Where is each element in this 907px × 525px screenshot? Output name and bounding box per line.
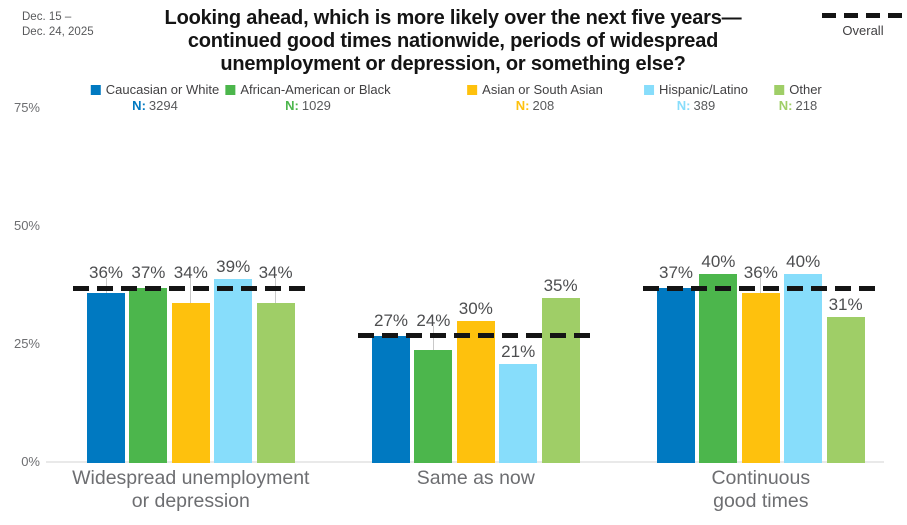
- legend-sample-size: N: 208: [467, 98, 603, 113]
- legend-sample-size: N: 3294: [91, 98, 219, 113]
- label-leader-line: [105, 278, 107, 294]
- bar-hispanic-latino-same-as-now: [499, 363, 538, 463]
- value-label-african-american-or-black-continuous-good-times: 40%: [701, 252, 736, 272]
- overall-legend: Overall: [822, 13, 904, 38]
- legend-name-row: Hispanic/Latino: [644, 82, 748, 97]
- legend-swatch-icon: [774, 85, 785, 95]
- legend-item-asian-or-south-asian: Asian or South Asian N: 208: [467, 82, 603, 113]
- chart-title: Looking ahead, which is more likely over…: [93, 7, 813, 76]
- y-axis-tick-75: 75%: [13, 100, 40, 115]
- value-label-asian-or-south-asian-widespread-unemployment-or-depression: 34%: [173, 263, 208, 283]
- overall-line-continuous-good-times: [643, 285, 879, 291]
- value-label-caucasian-or-white-same-as-now: 27%: [373, 310, 409, 330]
- category-label-line: Same as now: [416, 467, 535, 489]
- overall-legend-label: Overall: [842, 23, 884, 38]
- bar-asian-or-south-asian-same-as-now: [456, 321, 495, 463]
- legend-item-african-american-or-black: African-American or Black N: 1029: [225, 82, 391, 113]
- category-label-continuous-good-times: Continuous good times: [611, 467, 907, 513]
- date-range-line2: Dec. 24, 2025: [22, 26, 94, 38]
- bar-african-american-or-black-continuous-good-times: [699, 274, 738, 463]
- category-label-line: good times: [713, 490, 809, 512]
- legend-swatch-icon: [225, 85, 236, 95]
- legend-name-row: Caucasian or White: [90, 82, 220, 97]
- bar-other-continuous-good-times: [826, 316, 865, 463]
- legend-series-name: African-American or Black: [240, 82, 391, 97]
- legend-series-name: Hispanic/Latino: [659, 82, 748, 97]
- legend-swatch-icon: [467, 85, 478, 95]
- legend-item-hispanic-latino: Hispanic/Latino N: 389: [644, 82, 748, 113]
- legend-series-name: Other: [789, 82, 822, 97]
- n-prefix: N:: [676, 98, 691, 113]
- y-axis-tick-50: 50%: [13, 218, 40, 233]
- bar-caucasian-or-white-widespread-unemployment-or-depression: [87, 293, 125, 463]
- category-label-widespread-unemployment-or-depression: Widespread unemployment or depression: [41, 467, 341, 513]
- legend-series-name: Asian or South Asian: [482, 82, 603, 97]
- label-leader-line: [760, 278, 762, 294]
- bar-hispanic-latino-continuous-good-times: [784, 274, 823, 463]
- legend-name-row: African-American or Black: [225, 82, 391, 97]
- n-value: 208: [532, 98, 555, 113]
- y-axis-tick-25: 25%: [13, 336, 40, 351]
- value-label-african-american-or-black-widespread-unemployment-or-depression: 37%: [131, 263, 166, 283]
- value-label-caucasian-or-white-widespread-unemployment-or-depression: 36%: [88, 263, 124, 283]
- bar-asian-or-south-asian-continuous-good-times: [741, 293, 780, 463]
- value-label-asian-or-south-asian-continuous-good-times: 36%: [743, 263, 778, 283]
- bar-hispanic-latino-widespread-unemployment-or-depression: [214, 278, 253, 463]
- value-label-hispanic-latino-same-as-now: 21%: [501, 341, 536, 361]
- y-axis-tick-0: 0%: [21, 454, 40, 469]
- value-label-other-continuous-good-times: 31%: [828, 294, 863, 314]
- n-prefix: N:: [285, 98, 299, 113]
- bar-african-american-or-black-same-as-now: [414, 349, 453, 463]
- legend-sample-size: N: 218: [774, 98, 822, 113]
- chart-title-line3: unemployment or depression, or something…: [220, 53, 686, 75]
- bar-asian-or-south-asian-widespread-unemployment-or-depression: [171, 302, 210, 463]
- legend-item-caucasian-or-white: Caucasian or White N: 3294: [90, 82, 220, 113]
- bar-caucasian-or-white-same-as-now: [372, 335, 410, 463]
- n-value: 1029: [301, 98, 331, 113]
- bar-african-american-or-black-widespread-unemployment-or-depression: [129, 288, 168, 463]
- n-prefix: N:: [778, 98, 793, 113]
- n-prefix: N:: [515, 98, 530, 113]
- value-label-asian-or-south-asian-same-as-now: 30%: [458, 299, 493, 319]
- value-label-other-widespread-unemployment-or-depression: 34%: [258, 263, 293, 283]
- legend-sample-size: N: 1029: [225, 98, 390, 113]
- legend-name-row: Asian or South Asian: [467, 82, 603, 97]
- value-label-hispanic-latino-widespread-unemployment-or-depression: 39%: [216, 256, 251, 276]
- value-label-other-same-as-now: 35%: [543, 275, 578, 295]
- bar-caucasian-or-white-continuous-good-times: [657, 288, 695, 463]
- date-range: Dec. 15 – Dec. 24, 2025: [22, 10, 94, 40]
- category-label-line: or depression: [131, 490, 250, 512]
- legend-sample-size: N: 389: [644, 98, 748, 113]
- legend-swatch-icon: [90, 85, 101, 95]
- value-label-caucasian-or-white-continuous-good-times: 37%: [658, 263, 694, 283]
- n-value: 3294: [148, 98, 178, 113]
- overall-line-widespread-unemployment-or-depression: [73, 285, 309, 291]
- value-label-hispanic-latino-continuous-good-times: 40%: [786, 252, 821, 272]
- date-range-line1: Dec. 15 –: [22, 11, 72, 23]
- overall-dashed-line-icon: [822, 13, 904, 18]
- n-value: 218: [795, 98, 818, 113]
- value-label-african-american-or-black-same-as-now: 24%: [416, 310, 451, 330]
- chart-title-line2: continued good times nationwide, periods…: [187, 30, 719, 52]
- category-label-line: Widespread unemployment: [72, 467, 310, 489]
- legend-name-row: Other: [774, 82, 822, 97]
- legend-series-name: Caucasian or White: [105, 82, 220, 97]
- chart-title-line1: Looking ahead, which is more likely over…: [164, 7, 742, 29]
- category-label-same-as-now: Same as now: [326, 467, 626, 490]
- overall-line-same-as-now: [358, 333, 594, 339]
- legend-item-other: Other N: 218: [774, 82, 822, 113]
- bar-other-widespread-unemployment-or-depression: [256, 302, 295, 463]
- legend-swatch-icon: [644, 85, 655, 95]
- category-label-line: Continuous: [711, 467, 811, 489]
- bar-other-same-as-now: [541, 297, 580, 463]
- n-prefix: N:: [132, 98, 146, 113]
- n-value: 389: [693, 98, 716, 113]
